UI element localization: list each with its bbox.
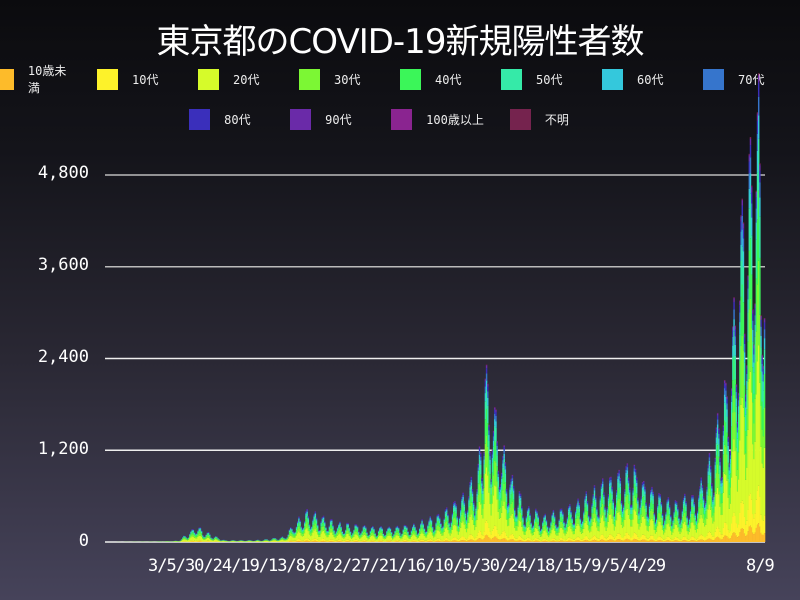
legend-label: 70代 (738, 72, 765, 87)
stacked-bars (116, 73, 766, 542)
legend-item: 不明 (509, 108, 611, 130)
x-tick-labels-overlapped: 3/5/30/24/19/13/8/8/2/27/21/16/10/5/30/2… (148, 556, 666, 576)
y-tick-label: 3,600 (37, 255, 89, 275)
legend-label: 80代 (224, 112, 251, 127)
legend-item: 50代 (501, 68, 602, 90)
x-tick-label-last: 8/9 (746, 556, 775, 576)
legend-item: 60代 (602, 68, 703, 90)
legend-item: 80代 (189, 108, 290, 130)
legend-swatch (391, 108, 413, 130)
legend-swatch (602, 68, 623, 90)
chart-title: 東京都のCOVID-19新規陽性者数 (156, 22, 645, 62)
legend-item: 100歳以上 (391, 108, 510, 130)
legend-row-2: 80代 90代 100歳以上 不明 (0, 108, 800, 130)
legend-swatch (189, 108, 211, 130)
legend-item: 30代 (299, 68, 400, 90)
legend-label: 50代 (536, 72, 563, 87)
y-tick-label: 4,800 (37, 163, 89, 183)
legend-swatch (400, 68, 421, 90)
legend-swatch (299, 68, 320, 90)
legend-swatch (198, 68, 219, 90)
legend-label: 40代 (435, 72, 462, 87)
legend-swatch (703, 68, 724, 90)
legend-swatch (97, 68, 118, 90)
legend-label: 不明 (544, 112, 569, 127)
legend-item: 40代 (400, 68, 501, 90)
legend-swatch (501, 68, 522, 90)
y-tick-label: 2,400 (37, 347, 89, 367)
legend-label: 20代 (233, 72, 260, 87)
legend-item: 20代 (198, 68, 299, 90)
legend-label: 100歳以上 (426, 112, 484, 127)
legend-item: 70代 (703, 68, 800, 90)
y-tick-label: 0 (78, 531, 89, 551)
legend-swatch (509, 108, 531, 130)
legend-swatch (0, 68, 14, 90)
legend-item: 90代 (290, 108, 391, 130)
legend-item: 10歳未満 (0, 64, 97, 95)
y-tick-label: 1,200 (37, 439, 89, 459)
legend-label: 30代 (334, 72, 361, 87)
legend-label: 10歳未満 (27, 64, 67, 95)
legend-swatch (290, 108, 312, 130)
legend-row-1: 10歳未満 10代 20代 30代 40代 50代 60代 70代 (0, 64, 800, 95)
legend-label: 90代 (325, 112, 352, 127)
legend-label: 60代 (637, 72, 664, 87)
legend-label: 10代 (132, 72, 159, 87)
legend-item: 10代 (97, 68, 198, 90)
